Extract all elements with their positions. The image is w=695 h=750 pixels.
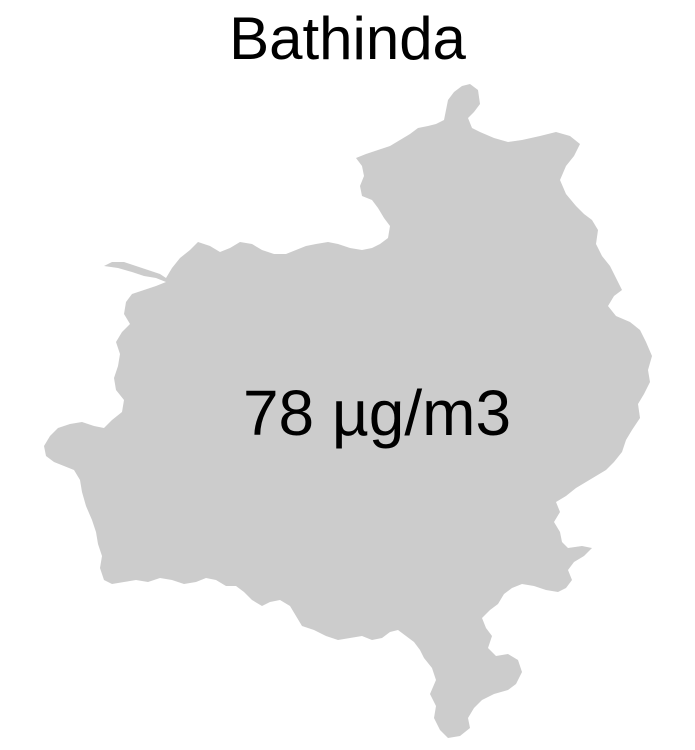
district-value-label: 78 µg/m3 xyxy=(242,377,512,449)
map-title: Bathinda xyxy=(229,5,466,72)
district-shape xyxy=(44,84,652,738)
